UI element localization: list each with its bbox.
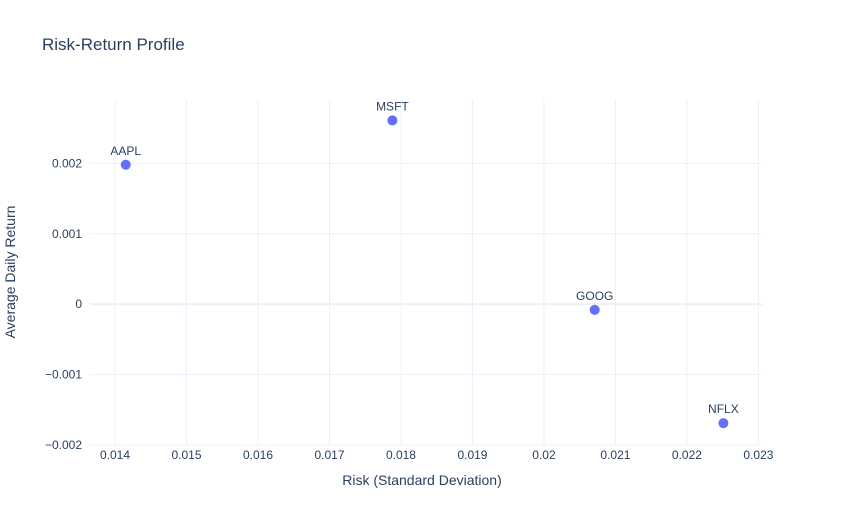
x-tick-label: 0.015	[171, 448, 201, 462]
y-tick-label: 0.002	[52, 156, 82, 170]
data-point-nflx[interactable]	[718, 418, 729, 429]
y-tick-label: 0	[75, 297, 82, 311]
point-label-aapl: AAPL	[110, 144, 141, 158]
x-tick-label: 0.023	[743, 448, 773, 462]
point-label-nflx: NFLX	[708, 402, 739, 416]
grid-layer	[90, 100, 762, 446]
x-tick-label: 0.017	[314, 448, 344, 462]
data-point-goog[interactable]	[589, 304, 600, 315]
y-axis-title: Average Daily Return	[2, 206, 18, 339]
tick-layer: 0.014 0.015 0.016 0.017 0.018 0.019 0.02 0.021 0…	[45, 156, 774, 462]
chart-title: Risk-Return Profile	[42, 35, 185, 54]
x-tick-label: 0.02	[532, 448, 556, 462]
x-tick-label: 0.022	[672, 448, 702, 462]
data-point-msft[interactable]	[387, 115, 398, 126]
x-tick-label: 0.016	[243, 448, 273, 462]
data-point-aapl[interactable]	[120, 159, 131, 170]
y-tick-label: 0.001	[52, 227, 82, 241]
x-tick-label: 0.014	[100, 448, 130, 462]
y-tick-label: −0.002	[45, 438, 82, 452]
y-tick-label: −0.001	[45, 368, 82, 382]
point-label-goog: GOOG	[576, 289, 613, 303]
x-tick-label: 0.018	[386, 448, 416, 462]
x-axis-title: Risk (Standard Deviation)	[342, 472, 502, 488]
point-layer: AAPL MSFT GOOG NFLX	[110, 99, 739, 429]
x-tick-label: 0.021	[600, 448, 630, 462]
x-tick-label: 0.019	[457, 448, 487, 462]
point-label-msft: MSFT	[376, 99, 409, 113]
